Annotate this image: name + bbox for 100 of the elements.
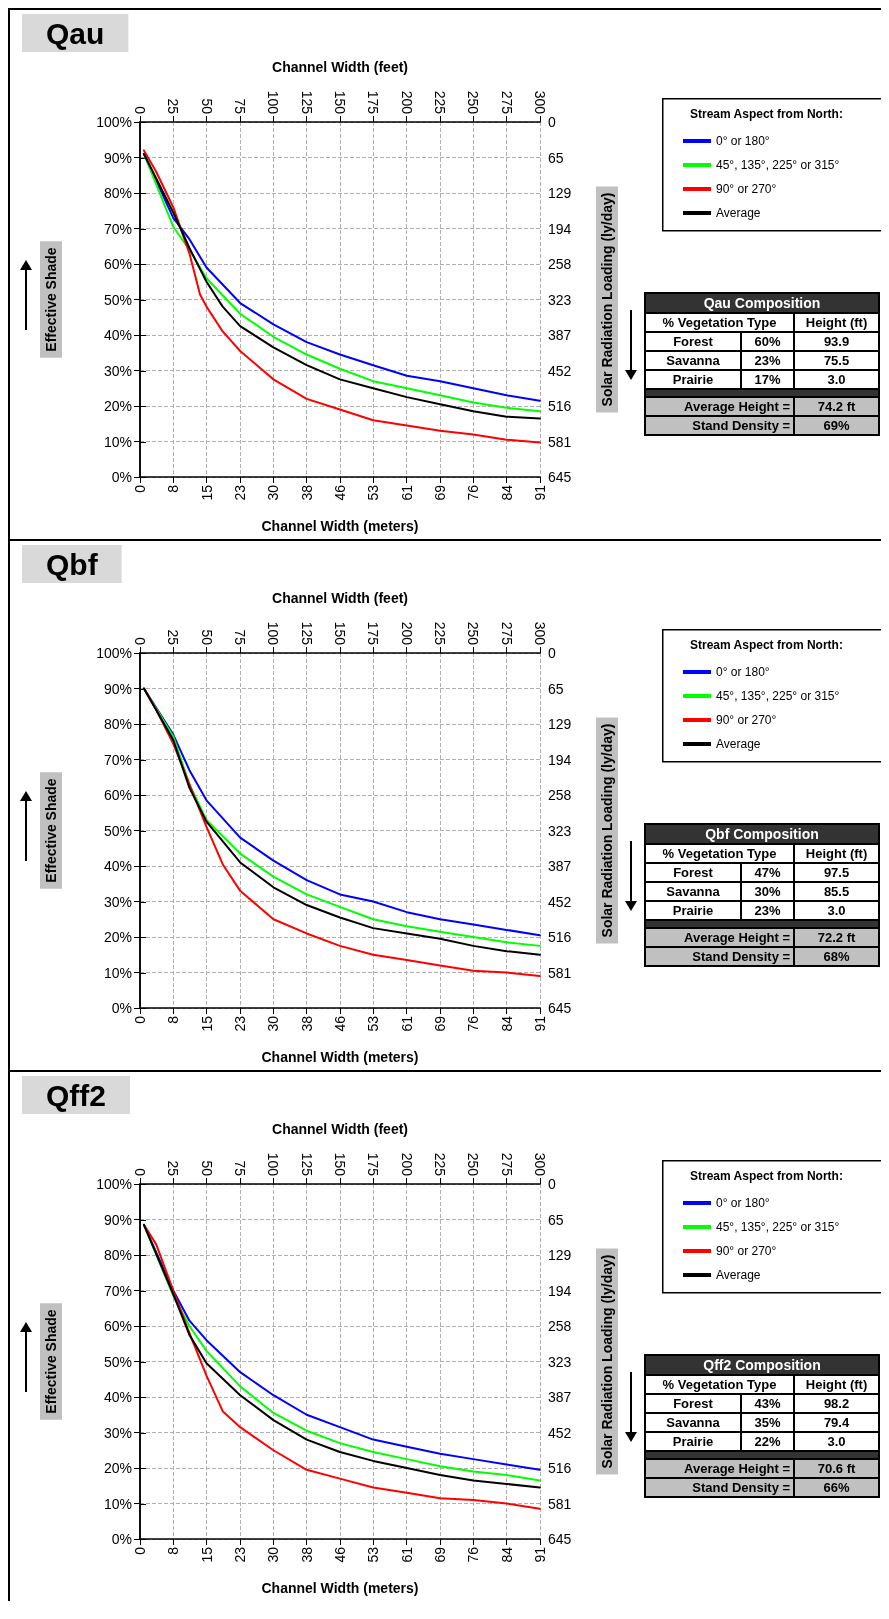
y-tick-label: 60% (103, 1318, 132, 1334)
x-tick-label: 84 (498, 1015, 515, 1032)
y2-axis-title: Solar Radiation Loading (ly/day) (599, 192, 615, 407)
x2-tick-label: 0 (132, 637, 148, 646)
text: Savanna (645, 351, 741, 370)
x-tick-label: 53 (365, 484, 382, 501)
x2-tick-label: 150 (332, 621, 348, 646)
x2-axis-title: Channel Width (feet) (272, 590, 408, 606)
x2-tick-label: 250 (465, 90, 482, 115)
y-tick-label: 90% (103, 680, 132, 697)
y-axis-title: Effective Shade (43, 247, 59, 352)
text: Savanna (645, 1413, 741, 1432)
x-tick-label: 69 (432, 484, 448, 501)
x-tick-label: 30 (265, 1015, 282, 1032)
y-tick-label: 60% (103, 787, 132, 803)
x2-tick-label: 225 (432, 90, 448, 115)
x2-tick-label: 225 (432, 621, 448, 646)
y2-tick-label: 452 (548, 362, 572, 379)
x2-tick-label: 25 (165, 98, 182, 115)
y-tick-label: 70% (103, 220, 132, 237)
legend-label: 45°, 135°, 225° or 315° (716, 689, 840, 703)
text: 72.2 ft (794, 928, 879, 947)
x2-tick-label: 75 (232, 98, 248, 115)
x2-tick-label: 275 (498, 1152, 515, 1177)
y2-tick-label: 452 (548, 1424, 572, 1441)
legend-label: 90° or 270° (716, 713, 777, 727)
y-tick-label: 70% (103, 1282, 132, 1299)
y2-tick-label: 258 (548, 256, 572, 272)
text: Average Height = (645, 397, 795, 416)
legend-label: 90° or 270° (716, 182, 777, 196)
x2-tick-label: 250 (465, 1152, 482, 1177)
text: Qau Composition (645, 293, 879, 313)
legend-label: Average (716, 1268, 761, 1282)
y-tick-label: 0% (111, 1000, 132, 1016)
y2-axis-title: Solar Radiation Loading (ly/day) (599, 723, 615, 938)
x2-tick-label: 100 (265, 1152, 282, 1177)
x-tick-label: 91 (532, 1015, 548, 1032)
y2-tick-label: 645 (548, 469, 572, 485)
x-tick-label: 15 (198, 1015, 215, 1032)
x-tick-label: 15 (198, 1546, 215, 1563)
x-tick-label: 76 (465, 484, 482, 501)
y-tick-label: 80% (103, 1247, 132, 1263)
x-tick-label: 38 (298, 1546, 315, 1563)
y2-tick-label: 258 (548, 787, 572, 803)
x2-tick-label: 225 (432, 1152, 448, 1177)
y-tick-label: 40% (103, 858, 132, 874)
x2-tick-label: 250 (465, 621, 482, 646)
y-tick-label: 100% (96, 1176, 132, 1192)
x-tick-label: 38 (298, 1015, 315, 1032)
x2-tick-label: 275 (498, 621, 515, 646)
x2-tick-label: 50 (198, 1160, 215, 1177)
y-tick-label: 50% (103, 1353, 132, 1370)
text: Stand Density = (645, 947, 795, 966)
y-tick-label: 100% (96, 114, 132, 130)
text: Prairie (645, 1432, 741, 1451)
legend-label: 0° or 180° (716, 134, 770, 148)
y2-tick-label: 516 (548, 1460, 572, 1476)
text: Qff2 Composition (645, 1355, 879, 1375)
x-axis-title: Channel Width (meters) (261, 518, 419, 534)
x2-tick-label: 125 (298, 90, 315, 115)
y2-tick-label: 194 (548, 751, 572, 768)
x2-tick-label: 125 (298, 621, 315, 646)
text: Forest (645, 863, 741, 882)
y2-tick-label: 194 (548, 220, 572, 237)
text: 74.2 ft (794, 397, 879, 416)
x-tick-label: 30 (265, 1546, 282, 1563)
text: Forest (645, 332, 741, 351)
y2-tick-label: 581 (548, 964, 572, 981)
y2-tick-label: 581 (548, 433, 572, 450)
y-tick-label: 20% (103, 1460, 132, 1476)
text: Height (ft) (794, 844, 879, 863)
y2-tick-label: 323 (548, 291, 572, 308)
y-axis-title: Effective Shade (43, 778, 59, 883)
text: 30% (740, 882, 795, 901)
y2-tick-label: 65 (548, 149, 564, 166)
text: % Vegetation Type (645, 1375, 795, 1394)
y-tick-label: 0% (111, 1531, 132, 1547)
y-tick-label: 10% (103, 1495, 132, 1512)
text: 69% (794, 416, 879, 435)
y2-tick-label: 516 (548, 929, 572, 945)
y-tick-label: 80% (103, 716, 132, 732)
text: Prairie (645, 901, 741, 920)
legend-label: 90° or 270° (716, 1244, 777, 1258)
y2-tick-label: 0 (548, 645, 556, 661)
legend-label: 45°, 135°, 225° or 315° (716, 158, 840, 172)
x-tick-label: 53 (365, 1546, 382, 1563)
x2-axis-title: Channel Width (feet) (272, 59, 408, 75)
x-tick-label: 30 (265, 484, 282, 501)
text: 85.5 (794, 882, 879, 901)
chart-title: Qff2 (46, 1078, 106, 1112)
x2-tick-label: 300 (532, 1152, 548, 1177)
text: Qbf Composition (645, 824, 879, 844)
text: 3.0 (794, 901, 879, 920)
text: % Vegetation Type (645, 844, 795, 863)
legend-label: 45°, 135°, 225° or 315° (716, 1220, 840, 1234)
x2-tick-label: 200 (398, 1152, 415, 1177)
x-tick-label: 53 (365, 1015, 382, 1032)
y2-tick-label: 65 (548, 680, 564, 697)
x-tick-label: 91 (532, 484, 548, 501)
text: 23% (740, 901, 795, 920)
